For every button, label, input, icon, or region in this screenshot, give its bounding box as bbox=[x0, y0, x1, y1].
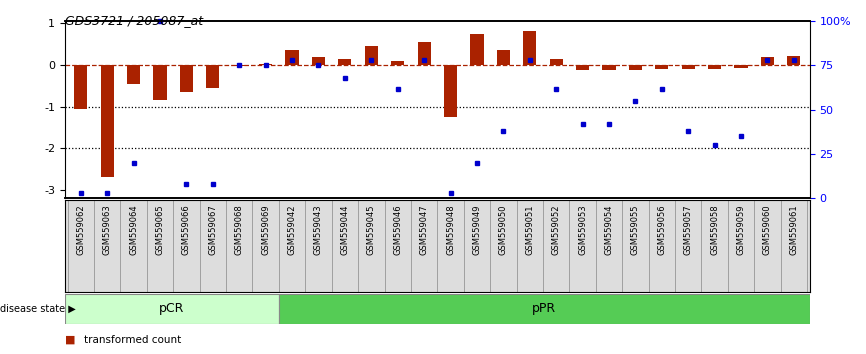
Text: GSM559049: GSM559049 bbox=[473, 205, 481, 255]
Text: disease state ▶: disease state ▶ bbox=[0, 304, 75, 314]
Text: GSM559051: GSM559051 bbox=[526, 205, 534, 255]
Text: GSM559059: GSM559059 bbox=[737, 205, 746, 255]
Text: GSM559065: GSM559065 bbox=[156, 205, 165, 255]
Text: GSM559055: GSM559055 bbox=[631, 205, 640, 255]
Bar bbox=[629, 65, 642, 70]
Bar bbox=[391, 61, 404, 65]
Bar bbox=[708, 65, 721, 69]
Text: GSM559056: GSM559056 bbox=[657, 205, 666, 255]
Text: pCR: pCR bbox=[159, 302, 184, 315]
Text: GSM559058: GSM559058 bbox=[710, 205, 719, 255]
Bar bbox=[470, 34, 483, 65]
Bar bbox=[550, 59, 563, 65]
Bar bbox=[497, 50, 510, 65]
Bar bbox=[417, 42, 430, 65]
Bar bbox=[682, 65, 695, 69]
Bar bbox=[206, 65, 219, 88]
Text: GSM559045: GSM559045 bbox=[367, 205, 376, 255]
Text: GDS3721 / 205087_at: GDS3721 / 205087_at bbox=[65, 14, 203, 27]
Text: GSM559066: GSM559066 bbox=[182, 205, 191, 255]
Bar bbox=[787, 56, 800, 65]
Bar bbox=[100, 65, 113, 177]
Bar bbox=[74, 65, 87, 109]
Bar bbox=[365, 46, 378, 65]
Bar bbox=[603, 65, 616, 70]
Text: GSM559054: GSM559054 bbox=[604, 205, 613, 255]
Text: GSM559057: GSM559057 bbox=[684, 205, 693, 255]
Text: GSM559053: GSM559053 bbox=[578, 205, 587, 255]
Bar bbox=[153, 65, 166, 101]
Bar bbox=[339, 59, 352, 65]
Text: GSM559063: GSM559063 bbox=[103, 205, 112, 255]
Text: GSM559068: GSM559068 bbox=[235, 205, 243, 255]
Bar bbox=[656, 65, 669, 69]
Bar bbox=[233, 65, 246, 66]
Text: GSM559060: GSM559060 bbox=[763, 205, 772, 255]
Text: GSM559061: GSM559061 bbox=[790, 205, 798, 255]
Text: GSM559050: GSM559050 bbox=[499, 205, 507, 255]
Text: pPR: pPR bbox=[533, 302, 556, 315]
Bar bbox=[279, 294, 810, 324]
Text: GSM559067: GSM559067 bbox=[209, 205, 217, 255]
Bar bbox=[576, 65, 589, 70]
Bar bbox=[127, 65, 140, 84]
Text: GSM559043: GSM559043 bbox=[314, 205, 323, 255]
Text: GSM559047: GSM559047 bbox=[420, 205, 429, 255]
Text: GSM559042: GSM559042 bbox=[288, 205, 296, 255]
Text: ■: ■ bbox=[65, 335, 75, 344]
Text: GSM559052: GSM559052 bbox=[552, 205, 560, 255]
Text: transformed count: transformed count bbox=[84, 335, 181, 344]
Bar bbox=[286, 50, 299, 65]
Text: GSM559062: GSM559062 bbox=[76, 205, 85, 255]
Bar bbox=[761, 57, 774, 65]
Bar bbox=[523, 31, 536, 65]
Text: GSM559048: GSM559048 bbox=[446, 205, 455, 255]
Text: GSM559046: GSM559046 bbox=[393, 205, 402, 255]
Bar bbox=[65, 294, 279, 324]
Bar bbox=[180, 65, 193, 92]
Text: GSM559044: GSM559044 bbox=[340, 205, 349, 255]
Bar bbox=[312, 57, 325, 65]
Bar bbox=[734, 65, 747, 68]
Bar bbox=[259, 64, 272, 65]
Text: GSM559064: GSM559064 bbox=[129, 205, 138, 255]
Text: GSM559069: GSM559069 bbox=[262, 205, 270, 255]
Bar bbox=[444, 65, 457, 117]
